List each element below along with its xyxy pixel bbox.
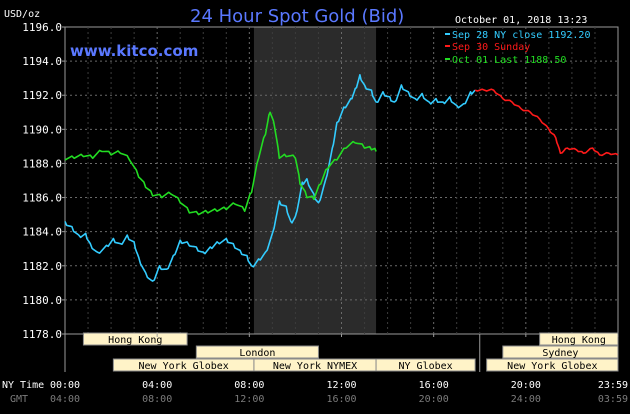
session-bar-0 (82, 332, 188, 346)
y-tick-label-1: 1180.0 (22, 294, 62, 307)
session-bar-7 (486, 358, 619, 372)
ny-time-label: NY Time (2, 380, 44, 391)
x-tick-ny-4: 16:00 (419, 380, 449, 391)
y-tick-label-7: 1192.0 (22, 89, 62, 102)
series-sep28-line (64, 74, 476, 282)
y-tick-label-2: 1182.0 (22, 260, 62, 273)
x-tick-ny-5: 20:00 (511, 380, 541, 391)
x-tick-ny-2: 08:00 (234, 380, 264, 391)
x-tick-ny-1: 04:00 (142, 380, 172, 391)
market-sessions: Hong Kong London New York Globex New York N… (64, 332, 619, 372)
x-tick-gmt-0: 04:00 (50, 394, 80, 405)
session-label-1: London (239, 348, 275, 359)
kitco-site-label: www.kitco.com (70, 42, 198, 60)
nymex-session-highlight (253, 27, 377, 334)
session-label-0: Hong Kong (108, 335, 162, 346)
series-sunday-line (474, 88, 619, 157)
x-tick-gmt-2: 12:00 (234, 394, 264, 405)
legend: Sep 28 NY close 1192.20 Sep 30 Sunday Oc… (445, 30, 590, 66)
x-tick-gmt-6: 03:59 (598, 394, 628, 405)
session-bar-1 (195, 345, 319, 359)
x-tick-ny-6: 23:59 (598, 380, 628, 391)
y-unit-label: USD/oz (4, 9, 40, 20)
y-tick-label-0: 1178.0 (22, 328, 62, 341)
x-tick-ny-0: 00:00 (50, 380, 80, 391)
session-label-4: NY Globex (399, 361, 453, 372)
grid-lines (65, 27, 618, 334)
x-tick-gmt-5: 24:00 (511, 394, 541, 405)
y-tick-label-6: 1190.0 (22, 123, 62, 136)
y-tick-label-5: 1188.0 (22, 157, 62, 170)
legend-label-sep28: Sep 28 NY close 1192.20 (452, 30, 590, 41)
axis-ticks: 1178.0 1180.0 1182.0 1184.0 1186.0 1188.0 1190… (22, 21, 628, 405)
session-label-2: New York Globex (139, 361, 229, 372)
session-bar-5 (539, 332, 619, 346)
session-label-3: New York NYMEX (273, 361, 357, 372)
x-tick-ny-3: 12:00 (326, 380, 356, 391)
session-label-7: New York Globex (507, 361, 597, 372)
x-tick-gmt-4: 20:00 (419, 394, 449, 405)
price-series (64, 74, 619, 282)
timestamp: October 01, 2018 13:23 (455, 15, 587, 26)
session-bar-6 (502, 345, 619, 359)
session-label-6: Sydney (542, 348, 578, 359)
x-tick-gmt-1: 08:00 (142, 394, 172, 405)
legend-label-oct01: Oct 01 Last 1188.50 (452, 55, 566, 66)
chart-title: 24 Hour Spot Gold (Bid) (190, 6, 404, 27)
y-tick-label-8: 1194.0 (22, 55, 62, 68)
session-bar-4 (375, 358, 476, 372)
x-tick-gmt-3: 16:00 (326, 394, 356, 405)
y-tick-label-9: 1196.0 (22, 21, 62, 34)
y-tick-label-4: 1186.0 (22, 192, 62, 205)
y-tick-label-3: 1184.0 (22, 226, 62, 239)
session-label-5: Hong Kong (552, 335, 606, 346)
legend-label-sunday: Sep 30 Sunday (452, 42, 530, 53)
series-oct01-line (64, 111, 377, 216)
gmt-label: GMT (10, 394, 28, 405)
